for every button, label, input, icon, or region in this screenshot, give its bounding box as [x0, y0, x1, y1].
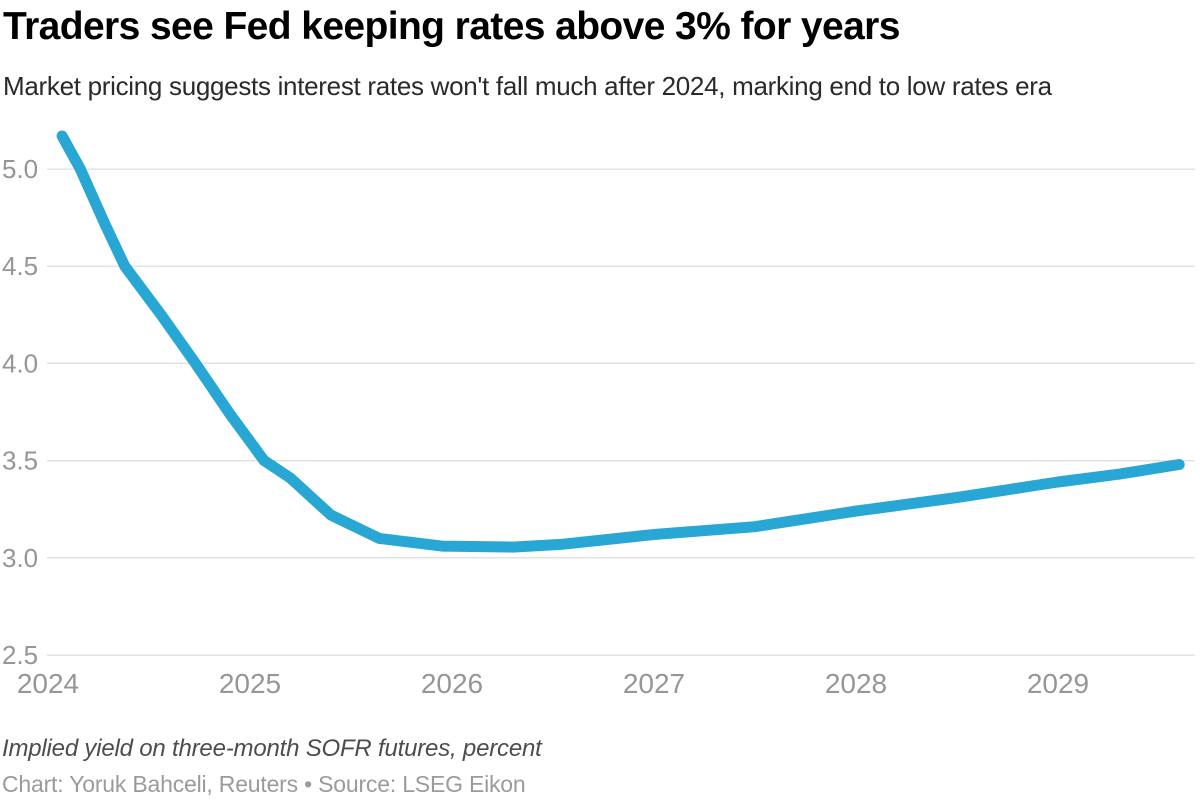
x-axis-tick-label: 2029: [1027, 668, 1089, 699]
x-axis-tick-label: 2026: [421, 668, 483, 699]
x-axis-tick-label: 2025: [219, 668, 281, 699]
y-axis-tick-label: 5.0: [2, 154, 38, 184]
chart-axis-note: Implied yield on three-month SOFR future…: [2, 735, 542, 762]
line-chart-plot-area: 2.5 3.0 3.5 4.0 4.5 5.0 2024 2025 2026 2027 2028 20…: [2, 130, 1195, 699]
y-axis-tick-label: 4.5: [2, 251, 38, 281]
x-axis-tick-label: 2027: [623, 668, 685, 699]
sofr-yield-line: [56, 130, 1185, 553]
chart-source-credit: Chart: Yoruk Bahceli, Reuters • Source: …: [2, 771, 526, 797]
chart-title: Traders see Fed keeping rates above 3% f…: [3, 5, 900, 48]
chart-subtitle: Market pricing suggests interest rates w…: [3, 71, 1052, 101]
x-axis-tick-label: 2028: [825, 668, 887, 699]
y-axis-tick-label: 4.0: [2, 348, 38, 378]
x-axis-tick-label: 2024: [17, 668, 79, 699]
y-axis-tick-label: 2.5: [2, 640, 38, 670]
y-axis-tick-label: 3.0: [2, 543, 38, 573]
y-axis-tick-label: 3.5: [2, 446, 38, 476]
